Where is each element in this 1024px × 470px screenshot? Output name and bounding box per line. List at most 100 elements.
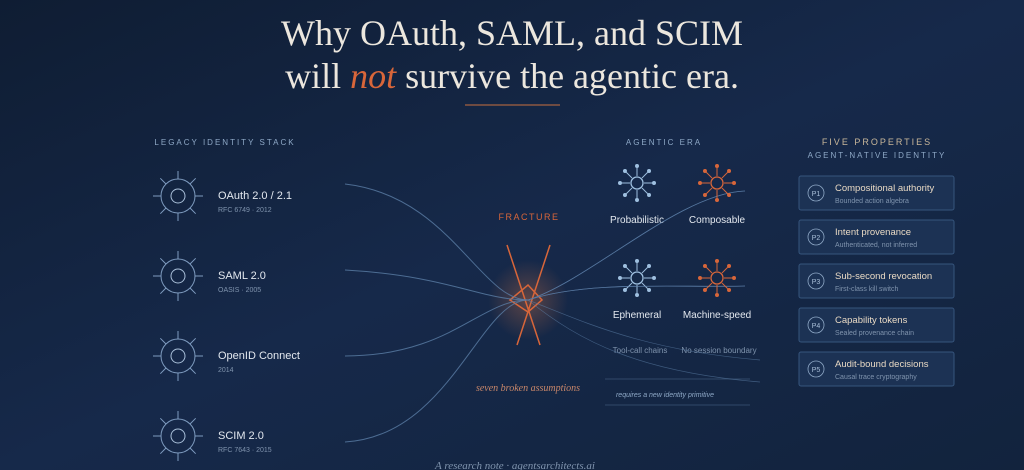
trait-node xyxy=(702,263,707,268)
property-badge-label: P2 xyxy=(812,235,821,242)
trait-node xyxy=(715,293,719,297)
trait-node xyxy=(652,276,656,280)
property-card xyxy=(798,351,955,387)
property-title: Capability tokens xyxy=(835,315,908,326)
trait-node xyxy=(732,276,736,280)
icon-tick xyxy=(189,257,197,265)
title-line: Why OAuth, SAML, and SCIM xyxy=(281,13,743,53)
property-badge xyxy=(807,184,825,202)
section-heading: AGENTIC ERA xyxy=(626,138,702,147)
trait-spoke xyxy=(721,172,728,179)
trait-node xyxy=(727,168,732,173)
trait-node xyxy=(635,259,639,263)
trait-node xyxy=(647,168,652,173)
trait-node xyxy=(715,164,719,168)
trait-node xyxy=(618,276,622,280)
section-subheading: AGENT-NATIVE IDENTITY xyxy=(808,151,947,160)
section-heading: LEGACY IDENTITY STACK xyxy=(154,138,295,147)
trait-node xyxy=(702,193,707,198)
protocol-name: OAuth 2.0 / 2.1 xyxy=(218,190,292,202)
flow-line xyxy=(344,183,529,301)
icon-tick xyxy=(189,177,197,185)
flow-line xyxy=(344,269,529,301)
icon-tick xyxy=(189,337,197,345)
icon-core xyxy=(170,348,186,364)
property-title: Compositional authority xyxy=(835,183,935,194)
property-card xyxy=(798,307,955,343)
trait-spoke xyxy=(641,172,648,179)
protocol-name: SCIM 2.0 xyxy=(218,430,264,442)
icon-tick xyxy=(189,367,197,375)
icon-core xyxy=(170,428,186,444)
trait-label: Machine-speed xyxy=(683,310,751,321)
trait-spoke xyxy=(706,282,713,289)
flow-line xyxy=(527,285,746,301)
flow-line xyxy=(527,190,746,301)
property-title: Audit-bound decisions xyxy=(835,359,929,370)
trait-label: Ephemeral xyxy=(613,310,661,321)
trait-node xyxy=(622,263,627,268)
icon-tick xyxy=(159,367,167,375)
trait-spoke xyxy=(721,187,728,194)
icon-tick xyxy=(159,337,167,345)
flow-line xyxy=(344,299,529,357)
icon-tick xyxy=(189,417,197,425)
protocol-detail: OASIS · 2005 xyxy=(218,287,261,294)
fracture-mark xyxy=(506,244,551,346)
trait-label: Probabilistic xyxy=(610,215,664,226)
trait-spoke xyxy=(641,282,648,289)
property-detail: Causal trace cryptography xyxy=(835,374,917,381)
trait-node xyxy=(635,198,639,202)
trait-spoke xyxy=(641,187,648,194)
minor-trait: No session boundary xyxy=(681,346,756,355)
icon-tick xyxy=(159,447,167,455)
trait-core xyxy=(630,271,644,285)
trait-node xyxy=(727,193,732,198)
trait-node xyxy=(618,181,622,185)
trait-node xyxy=(622,193,627,198)
trait-spoke xyxy=(626,187,633,194)
trait-node xyxy=(698,276,702,280)
icon-tick xyxy=(159,257,167,265)
property-title: Sub-second revocation xyxy=(835,271,932,282)
property-badge-label: P3 xyxy=(812,279,821,286)
trait-node xyxy=(715,259,719,263)
trait-spoke xyxy=(626,267,633,274)
property-detail: Bounded action algebra xyxy=(835,198,909,205)
trait-label: Composable xyxy=(689,215,746,226)
trait-node xyxy=(698,181,702,185)
property-badge xyxy=(807,272,825,290)
trait-node xyxy=(732,181,736,185)
icon-tick xyxy=(189,447,197,455)
property-badge xyxy=(807,316,825,334)
fracture-label: FRACTURE xyxy=(499,212,560,222)
protocol-name: SAML 2.0 xyxy=(218,270,266,282)
footer: A research note · agentsarchitects.ai xyxy=(434,460,595,470)
icon-core xyxy=(170,268,186,284)
property-card xyxy=(798,219,955,255)
trait-spoke xyxy=(641,267,648,274)
title-line: will not survive the agentic era. xyxy=(285,56,739,96)
trait-node xyxy=(647,288,652,293)
trait-spoke xyxy=(721,282,728,289)
protocol-detail: RFC 7643 · 2015 xyxy=(218,447,272,454)
trait-node xyxy=(727,263,732,268)
icon-tick xyxy=(189,287,197,295)
property-detail: Sealed provenance chain xyxy=(835,330,914,337)
title-word: will xyxy=(285,56,341,96)
trait-node xyxy=(702,288,707,293)
property-badge-label: P1 xyxy=(812,191,821,198)
protocol-detail: RFC 6749 · 2012 xyxy=(218,207,272,214)
property-badge xyxy=(807,360,825,378)
minor-trait: Tool-call chains xyxy=(613,346,668,355)
icon-tick xyxy=(159,287,167,295)
trait-node xyxy=(727,288,732,293)
property-card xyxy=(798,175,955,211)
trait-node xyxy=(635,293,639,297)
property-badge-label: P5 xyxy=(812,367,821,374)
trait-node xyxy=(647,263,652,268)
trait-node xyxy=(715,198,719,202)
trait-node xyxy=(622,168,627,173)
trait-node xyxy=(652,181,656,185)
property-detail: First-class kill switch xyxy=(835,286,898,293)
